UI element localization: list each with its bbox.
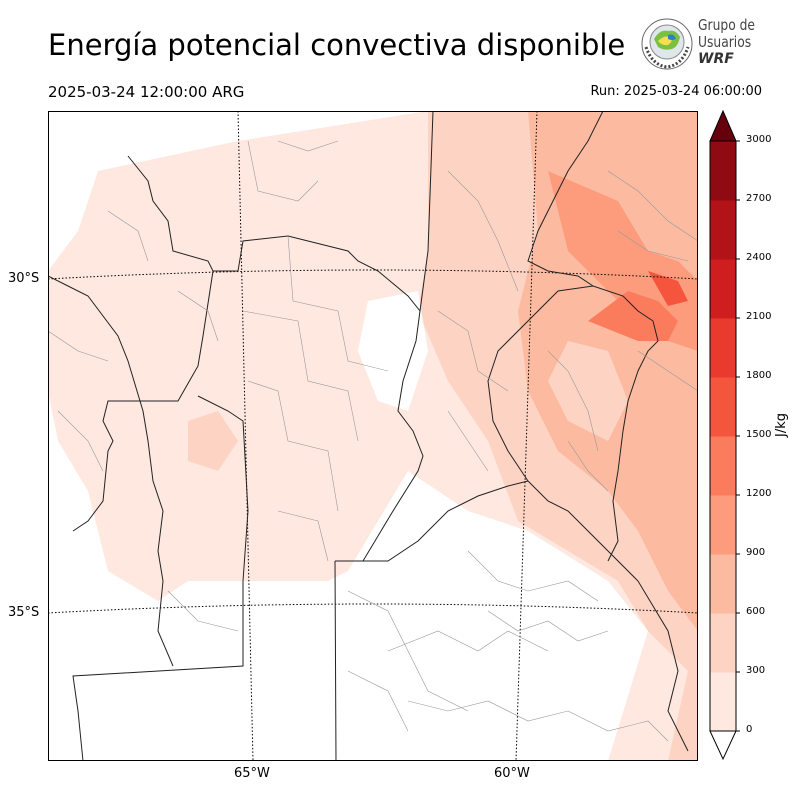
- colorbar-bin: [710, 141, 736, 201]
- colorbar-bin: [710, 613, 736, 673]
- colorbar-tick-label: 900: [746, 547, 766, 558]
- map-frame: [48, 111, 698, 761]
- logo-line-2: Usuarios: [698, 33, 752, 51]
- colorbar-over-arrow: [709, 109, 737, 142]
- colorbar-bin: [710, 436, 736, 496]
- colorbar: [709, 109, 740, 761]
- colorbar-tick-label: 1500: [746, 429, 772, 440]
- colorbar-tick-label: 2100: [746, 311, 772, 322]
- colorbar-tick-label: 600: [746, 606, 766, 617]
- colorbar-bins: [710, 141, 736, 732]
- colorbar-tick-label: 1200: [746, 488, 772, 499]
- valid-time: 2025-03-24 12:00:00 ARG: [48, 83, 245, 101]
- lon-label-65w: 65°W: [234, 766, 270, 781]
- colorbar-tick-label: 3000: [746, 134, 772, 145]
- colorbar-frame: [709, 140, 737, 732]
- lat-label-35s: 35°S: [8, 605, 40, 620]
- colorbar-unit-label: J/kg: [774, 413, 789, 437]
- cape-map: [48, 111, 698, 761]
- graticule: [48, 111, 698, 761]
- lon-label-60w: 60°W: [494, 766, 530, 781]
- colorbar-bin: [710, 259, 736, 319]
- logo-line-3: WRF: [698, 51, 734, 67]
- colorbar-bin: [710, 495, 736, 555]
- colorbar-tick-marks: [736, 140, 740, 732]
- province-boundaries: [48, 111, 689, 761]
- logo-text: Grupo de Usuarios WRF: [698, 17, 768, 68]
- colorbar-bin: [710, 554, 736, 614]
- colorbar-tick-label: 300: [746, 665, 766, 676]
- cape-shading: [48, 111, 698, 761]
- globe-logo-icon: [641, 18, 693, 70]
- wrf-logo: Grupo de Usuarios WRF: [638, 17, 768, 73]
- colorbar-bin: [710, 318, 736, 378]
- colorbar-bin: [710, 377, 736, 437]
- colorbar-tick-label: 1800: [746, 370, 772, 381]
- lat-label-30s: 30°S: [8, 271, 40, 286]
- colorbar-bin: [710, 672, 736, 732]
- colorbar-tick-label: 2400: [746, 252, 772, 263]
- colorbar-under-arrow: [709, 730, 737, 761]
- colorbar-tick-label: 2700: [746, 193, 772, 204]
- map-title: Energía potencial convectiva disponible: [48, 28, 626, 62]
- logo-line-1: Grupo de: [698, 16, 756, 34]
- department-boundaries: [48, 140, 698, 742]
- colorbar-bin: [710, 200, 736, 260]
- run-time: Run: 2025-03-24 06:00:00: [590, 84, 762, 99]
- colorbar-tick-label: 0: [746, 724, 753, 735]
